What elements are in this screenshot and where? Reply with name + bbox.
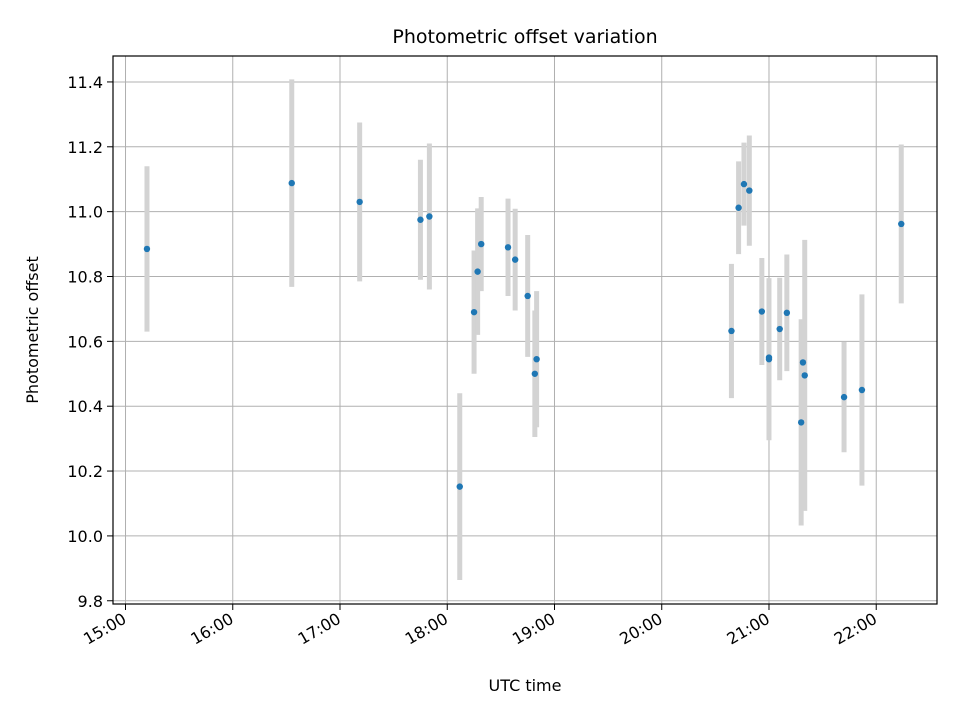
chart-title: Photometric offset variation bbox=[392, 26, 657, 48]
data-point bbox=[426, 213, 433, 220]
data-point bbox=[533, 355, 540, 363]
data-point bbox=[356, 198, 363, 206]
data-point bbox=[746, 187, 753, 194]
data-point bbox=[740, 180, 748, 188]
data-point bbox=[858, 386, 866, 394]
data-point bbox=[531, 370, 539, 377]
data-point bbox=[288, 179, 295, 187]
y-tick-label: 10.4 bbox=[67, 397, 103, 416]
y-tick-label: 10.8 bbox=[67, 267, 103, 286]
y-axis-ticks: 9.8 10.0 10.2 10.4 10.6 10.8 11.0 11.2 11.4 bbox=[67, 73, 113, 611]
y-tick-label: 10.6 bbox=[67, 332, 103, 351]
data-point bbox=[478, 240, 485, 248]
data-point bbox=[470, 308, 478, 316]
data-point bbox=[776, 325, 783, 333]
data-point bbox=[511, 256, 519, 263]
data-point bbox=[840, 393, 848, 401]
y-tick-label: 11.0 bbox=[67, 203, 103, 222]
x-axis-label: UTC time bbox=[489, 676, 562, 695]
data-point bbox=[783, 309, 791, 317]
data-point bbox=[801, 372, 808, 379]
data-point bbox=[524, 292, 531, 300]
data-point bbox=[735, 204, 742, 211]
data-points bbox=[143, 179, 905, 490]
y-tick-label: 10.2 bbox=[67, 462, 103, 481]
data-point bbox=[474, 268, 481, 275]
plot-frame bbox=[112, 55, 938, 605]
data-point bbox=[417, 216, 424, 223]
y-tick-label: 11.2 bbox=[67, 138, 103, 157]
data-point bbox=[143, 245, 151, 253]
y-tick-label: 10.0 bbox=[67, 527, 103, 546]
data-point bbox=[504, 244, 512, 251]
data-point bbox=[799, 359, 807, 366]
data-point bbox=[898, 220, 905, 228]
y-axis-label: Photometric offset bbox=[23, 256, 42, 404]
data-point bbox=[456, 483, 463, 490]
y-tick-label: 9.8 bbox=[78, 592, 103, 611]
data-point bbox=[728, 327, 735, 335]
data-point bbox=[758, 308, 766, 315]
y-tick-label: 11.4 bbox=[67, 73, 103, 92]
data-point bbox=[797, 419, 805, 426]
data-point bbox=[765, 355, 773, 363]
